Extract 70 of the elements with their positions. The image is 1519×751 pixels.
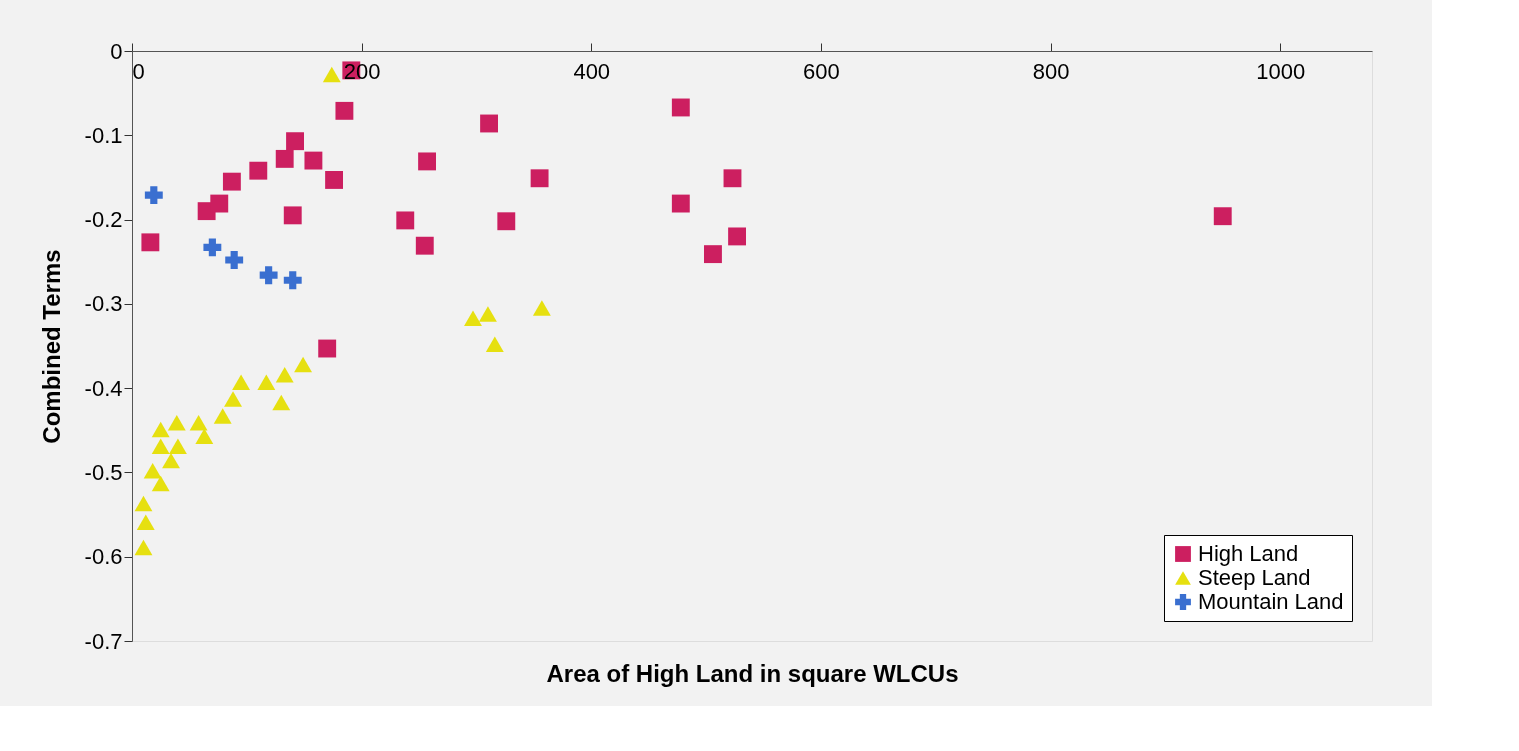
point [1213, 207, 1232, 226]
point [480, 114, 499, 133]
point [671, 194, 690, 213]
point [213, 408, 232, 424]
y-axis-title: Combined Terms [37, 249, 65, 444]
point [151, 421, 170, 438]
point [257, 374, 276, 390]
x-tick-label: 1000 [1256, 58, 1306, 84]
legend-label: High Land [1198, 541, 1299, 566]
point [143, 463, 162, 479]
point [195, 428, 214, 444]
point [497, 212, 516, 231]
point [222, 172, 241, 191]
point [286, 132, 304, 151]
point [224, 391, 242, 407]
point [723, 169, 742, 188]
x-tick-label: 400 [573, 58, 611, 84]
point [464, 310, 482, 326]
point [335, 101, 354, 120]
point [322, 66, 341, 83]
point [203, 238, 222, 257]
point [418, 152, 437, 171]
point [415, 236, 434, 255]
point [530, 169, 549, 188]
x-tick-label: 0 [132, 58, 145, 84]
y-tick-label: -0.4 [84, 375, 123, 401]
point [275, 149, 294, 168]
point [151, 438, 170, 455]
x-axis-title: Area of High Land in square WLCUs [546, 659, 959, 687]
point [249, 161, 268, 180]
point [168, 438, 187, 455]
point [283, 206, 302, 225]
y-tick-label: -0.3 [84, 291, 123, 317]
legend-label: Mountain Land [1198, 589, 1344, 614]
point [325, 171, 344, 189]
point [704, 245, 722, 264]
point [225, 251, 244, 269]
y-tick-label: -0.7 [84, 628, 123, 654]
point [485, 336, 504, 353]
point [136, 514, 155, 530]
point [728, 227, 747, 246]
y-tick-label: -0.2 [84, 207, 123, 233]
point [304, 151, 323, 170]
point [232, 374, 251, 390]
point [151, 475, 170, 492]
point [259, 266, 278, 285]
point [144, 186, 163, 205]
point [478, 306, 497, 322]
point [189, 414, 208, 431]
point [134, 495, 153, 512]
y-tick-label: -0.6 [84, 544, 123, 570]
point [532, 300, 551, 316]
point [162, 452, 180, 469]
y-tick-label: 0 [110, 38, 123, 64]
point [396, 211, 415, 230]
point [167, 414, 186, 431]
point [134, 539, 153, 556]
y-tick-label: -0.1 [84, 122, 123, 148]
point [318, 339, 337, 358]
point [272, 394, 291, 411]
legend-label: Steep Land [1198, 565, 1311, 590]
point [141, 233, 160, 252]
y-tick-label: -0.5 [84, 459, 123, 485]
point [294, 356, 313, 373]
point [275, 366, 294, 383]
x-tick-label: 600 [803, 58, 840, 84]
x-tick-label: 800 [1032, 58, 1070, 84]
point [210, 194, 229, 213]
point [283, 271, 302, 290]
point [671, 98, 690, 117]
